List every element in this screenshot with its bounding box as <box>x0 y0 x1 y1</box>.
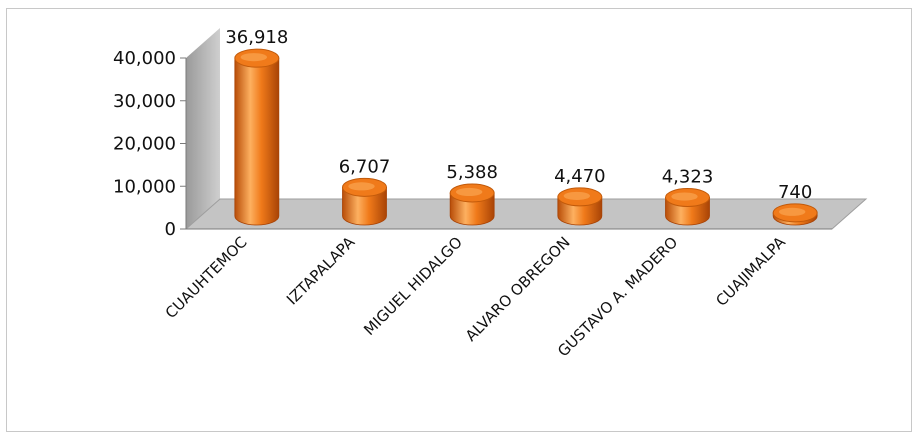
category-label: CUAJIMALPA <box>712 233 789 310</box>
bar-top-highlight <box>778 207 806 216</box>
bar-cylinder <box>234 57 280 226</box>
bar-top-highlight <box>563 191 591 200</box>
side-wall <box>186 28 220 229</box>
category-label: ALVARO OBREGON <box>462 233 574 345</box>
data-label: 4,323 <box>662 167 714 188</box>
data-label: 36,918 <box>225 27 288 48</box>
category-label: MIGUEL HIDALGO <box>360 233 466 339</box>
data-label: 6,707 <box>339 156 391 177</box>
data-label: 4,470 <box>554 166 606 187</box>
data-label: 5,388 <box>446 162 498 183</box>
y-tick-label: 40,000 <box>113 48 176 69</box>
category-label: CUAUHTEMOC <box>162 233 251 322</box>
category-label: IZTAPALAPA <box>283 233 359 309</box>
bar-top-highlight <box>240 53 268 62</box>
bar-cylinder <box>342 186 387 226</box>
y-tick-label: 20,000 <box>113 134 176 155</box>
y-tick-label: 30,000 <box>113 91 176 112</box>
bar-top-highlight <box>671 192 698 201</box>
y-tick-label: 0 <box>165 219 176 240</box>
y-tick-label: 10,000 <box>113 176 176 197</box>
bar-top-highlight <box>455 187 483 197</box>
chart-floor <box>184 198 868 230</box>
bar-top-highlight <box>348 182 375 191</box>
data-label: 740 <box>778 182 812 203</box>
category-label: GUSTAVO A. MADERO <box>554 233 681 360</box>
